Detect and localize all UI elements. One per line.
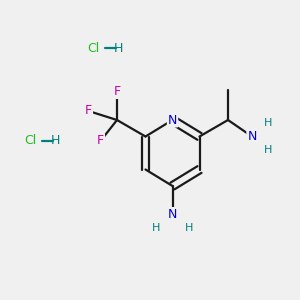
Text: F: F [97, 134, 104, 148]
Text: H: H [114, 41, 123, 55]
Text: N: N [247, 130, 257, 143]
Text: N: N [168, 113, 177, 127]
Text: H: H [152, 223, 160, 233]
Text: F: F [85, 104, 92, 118]
Text: N: N [168, 208, 177, 221]
Text: H: H [51, 134, 60, 148]
Text: Cl: Cl [24, 134, 36, 148]
Text: H: H [264, 145, 273, 155]
Text: F: F [113, 85, 121, 98]
Text: H: H [185, 223, 193, 233]
Text: Cl: Cl [87, 41, 99, 55]
Text: H: H [264, 118, 273, 128]
